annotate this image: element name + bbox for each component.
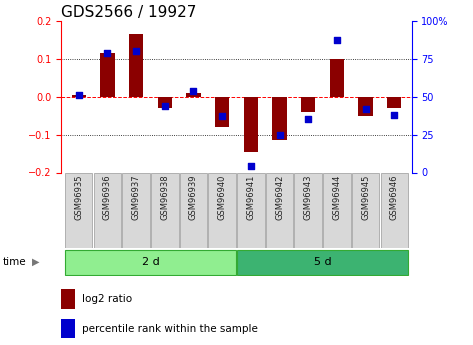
Bar [129, 34, 143, 97]
Point [391, 112, 398, 118]
Bar [352, 172, 379, 248]
Point [276, 132, 283, 137]
Bar [237, 250, 408, 275]
Bar [61, 289, 76, 309]
Text: GSM96939: GSM96939 [189, 175, 198, 220]
Bar [65, 172, 93, 248]
Text: GSM96946: GSM96946 [390, 175, 399, 220]
Point [190, 88, 197, 93]
Text: log2 ratio: log2 ratio [82, 294, 132, 304]
Bar [215, 97, 229, 127]
Bar [272, 97, 287, 140]
Text: GSM96943: GSM96943 [304, 175, 313, 220]
Bar [209, 172, 236, 248]
Bar [359, 97, 373, 116]
Bar [71, 95, 86, 97]
Point [132, 48, 140, 54]
Bar [100, 53, 114, 97]
Text: GSM96938: GSM96938 [160, 175, 169, 220]
Text: GSM96945: GSM96945 [361, 175, 370, 220]
Point [247, 164, 254, 169]
Point [104, 50, 111, 55]
Bar [266, 172, 293, 248]
Text: GSM96942: GSM96942 [275, 175, 284, 220]
Text: 2 d: 2 d [141, 257, 159, 267]
Point [333, 38, 341, 43]
Text: GDS2566 / 19927: GDS2566 / 19927 [61, 4, 197, 20]
Bar [65, 250, 236, 275]
Bar [301, 97, 315, 112]
Bar [323, 172, 350, 248]
Point [219, 114, 226, 119]
Bar [186, 93, 201, 97]
Text: GSM96941: GSM96941 [246, 175, 255, 220]
Point [75, 92, 82, 98]
Point [362, 106, 369, 111]
Bar [237, 172, 264, 248]
Text: 5 d: 5 d [314, 257, 332, 267]
Bar [387, 97, 402, 108]
Bar [180, 172, 207, 248]
Bar [380, 172, 408, 248]
Text: GSM96944: GSM96944 [333, 175, 342, 220]
Bar [158, 97, 172, 108]
Bar [94, 172, 121, 248]
Text: time: time [2, 257, 26, 267]
Bar [151, 172, 178, 248]
Text: percentile rank within the sample: percentile rank within the sample [82, 324, 258, 334]
Bar [61, 319, 76, 338]
Bar [295, 172, 322, 248]
Text: ▶: ▶ [32, 257, 40, 267]
Text: GSM96937: GSM96937 [131, 175, 140, 220]
Point [305, 117, 312, 122]
Point [161, 103, 168, 108]
Bar [244, 97, 258, 152]
Bar [330, 59, 344, 97]
Text: GSM96936: GSM96936 [103, 175, 112, 220]
Text: GSM96935: GSM96935 [74, 175, 83, 220]
Text: GSM96940: GSM96940 [218, 175, 227, 220]
Bar [123, 172, 150, 248]
